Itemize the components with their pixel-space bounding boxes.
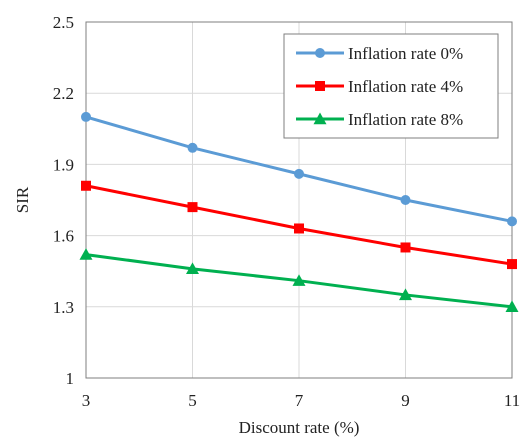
x-tick-label: 5 — [188, 391, 197, 410]
data-point — [79, 248, 93, 260]
series-layer — [79, 111, 519, 312]
y-tick-label: 1.3 — [53, 298, 74, 317]
y-axis-label: SIR — [13, 186, 32, 213]
x-tick-label: 7 — [295, 391, 304, 410]
data-point — [400, 195, 411, 205]
x-tick-label: 9 — [401, 391, 410, 410]
series-3 — [79, 248, 519, 312]
y-tick-label: 1.6 — [53, 227, 74, 246]
series-2 — [81, 180, 517, 270]
data-point — [186, 262, 199, 275]
data-point — [187, 142, 198, 153]
legend-item: Inflation rate 4% — [296, 77, 463, 96]
x-axis-label: Discount rate (%) — [239, 418, 360, 437]
legend-item: Inflation rate 8% — [296, 110, 463, 129]
data-point — [292, 274, 306, 286]
legend-label: Inflation rate 4% — [348, 77, 463, 96]
series-1 — [81, 111, 517, 227]
legend-swatch-marker — [313, 112, 327, 125]
data-point — [400, 242, 411, 253]
x-tick-label: 11 — [504, 391, 520, 410]
data-point — [81, 180, 91, 191]
y-tick-labels: 1 1.3 1.6 1.9 2.2 2.5 — [53, 13, 74, 388]
data-point — [294, 168, 304, 179]
data-point — [294, 223, 304, 234]
legend-label: Inflation rate 8% — [348, 110, 463, 129]
data-point — [507, 216, 517, 227]
legend-label: Inflation rate 0% — [348, 44, 463, 63]
y-tick-label: 1.9 — [53, 155, 74, 174]
legend-items: Inflation rate 0% Inflation rate 4% Inflat… — [296, 44, 463, 129]
data-point — [187, 202, 198, 213]
x-tick-labels: 3 5 7 9 11 — [82, 391, 520, 410]
legend: Inflation rate 0% Inflation rate 4% Inflat… — [283, 33, 499, 139]
data-point — [399, 288, 412, 301]
legend-swatch-marker — [315, 81, 325, 91]
y-tick-label: 1 — [66, 369, 75, 388]
data-point — [81, 111, 91, 122]
y-tick-label: 2.2 — [53, 84, 74, 103]
x-tick-label: 3 — [82, 391, 91, 410]
data-point — [507, 259, 517, 270]
legend-item: Inflation rate 0% — [296, 44, 463, 63]
plot-frame — [85, 21, 513, 379]
data-point — [505, 300, 519, 312]
y-tick-label: 2.5 — [53, 13, 74, 32]
legend-swatch-marker — [315, 48, 325, 58]
